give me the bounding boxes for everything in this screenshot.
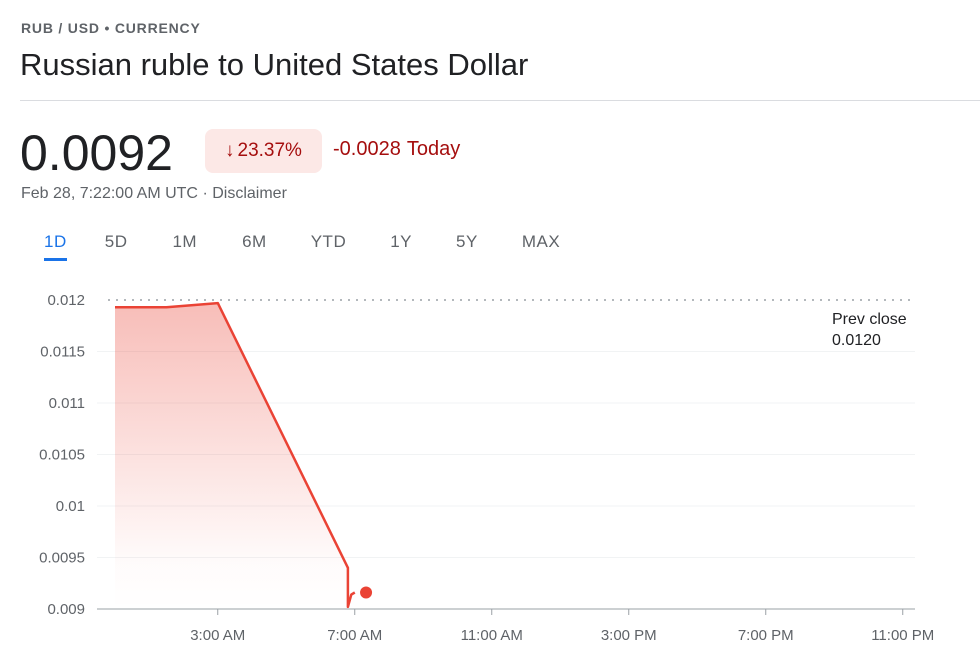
- prev-close-value: 0.0120: [832, 332, 881, 349]
- y-tick-label: 0.0095: [39, 550, 85, 567]
- y-tick-label: 0.011: [49, 395, 85, 412]
- range-tabs: 1D 5D 1M 6M YTD 1Y 5Y MAX: [20, 232, 560, 261]
- tab-max[interactable]: MAX: [521, 232, 561, 251]
- arrow-down-icon: ↓: [225, 140, 235, 161]
- tab-5d[interactable]: 5D: [104, 232, 128, 251]
- price-line: [115, 301, 356, 609]
- y-tick-label: 0.0115: [40, 344, 85, 361]
- tab-1m[interactable]: 1M: [172, 232, 198, 251]
- x-tick-label: 7:00 AM: [327, 627, 382, 644]
- y-axis: 0.012 0.0115 0.011 0.0105 0.01 0.0095 0.009: [39, 292, 85, 618]
- page-title: Russian ruble to United States Dollar: [20, 47, 529, 82]
- x-tick-label: 7:00 PM: [738, 627, 794, 644]
- y-tick-label: 0.009: [47, 601, 85, 618]
- change-percent: 23.37%: [237, 140, 302, 161]
- quote-timestamp: Feb 28, 7:22:00 AM UTC: [21, 185, 198, 202]
- disclaimer-link[interactable]: Disclaimer: [212, 185, 287, 202]
- tab-ytd[interactable]: YTD: [310, 232, 347, 251]
- tab-5y[interactable]: 5Y: [456, 232, 478, 251]
- y-tick-label: 0.0105: [39, 447, 85, 464]
- change-label: Today: [406, 138, 461, 160]
- change-today: -0.0028 Today: [333, 138, 460, 161]
- y-tick-label: 0.012: [47, 292, 85, 309]
- x-tick-label: 11:00 PM: [871, 627, 934, 644]
- x-tick-label: 3:00 PM: [601, 627, 657, 644]
- current-price: 0.0092: [20, 125, 173, 181]
- header-divider: [20, 100, 980, 101]
- x-axis: 3:00 AM 7:00 AM 11:00 AM 3:00 PM 7:00 PM 11:0…: [190, 609, 934, 644]
- tab-1y[interactable]: 1Y: [390, 232, 413, 251]
- current-point-marker: [360, 586, 373, 599]
- prev-close-label: Prev close: [832, 311, 907, 328]
- tab-1d[interactable]: 1D: [44, 232, 67, 261]
- breadcrumb: RUB / USD • CURRENCY: [21, 20, 201, 36]
- x-tick-label: 3:00 AM: [190, 627, 245, 644]
- price-area: [115, 303, 355, 609]
- x-tick-label: 11:00 AM: [461, 627, 523, 644]
- change-percent-badge: ↓ 23.37%: [205, 129, 322, 173]
- change-value: -0.0028: [333, 138, 401, 160]
- tab-6m[interactable]: 6M: [242, 232, 267, 251]
- y-tick-label: 0.01: [56, 498, 85, 515]
- separator: ·: [202, 185, 208, 202]
- quote-timestamp-line: Feb 28, 7:22:00 AM UTC · Disclaimer: [21, 185, 287, 203]
